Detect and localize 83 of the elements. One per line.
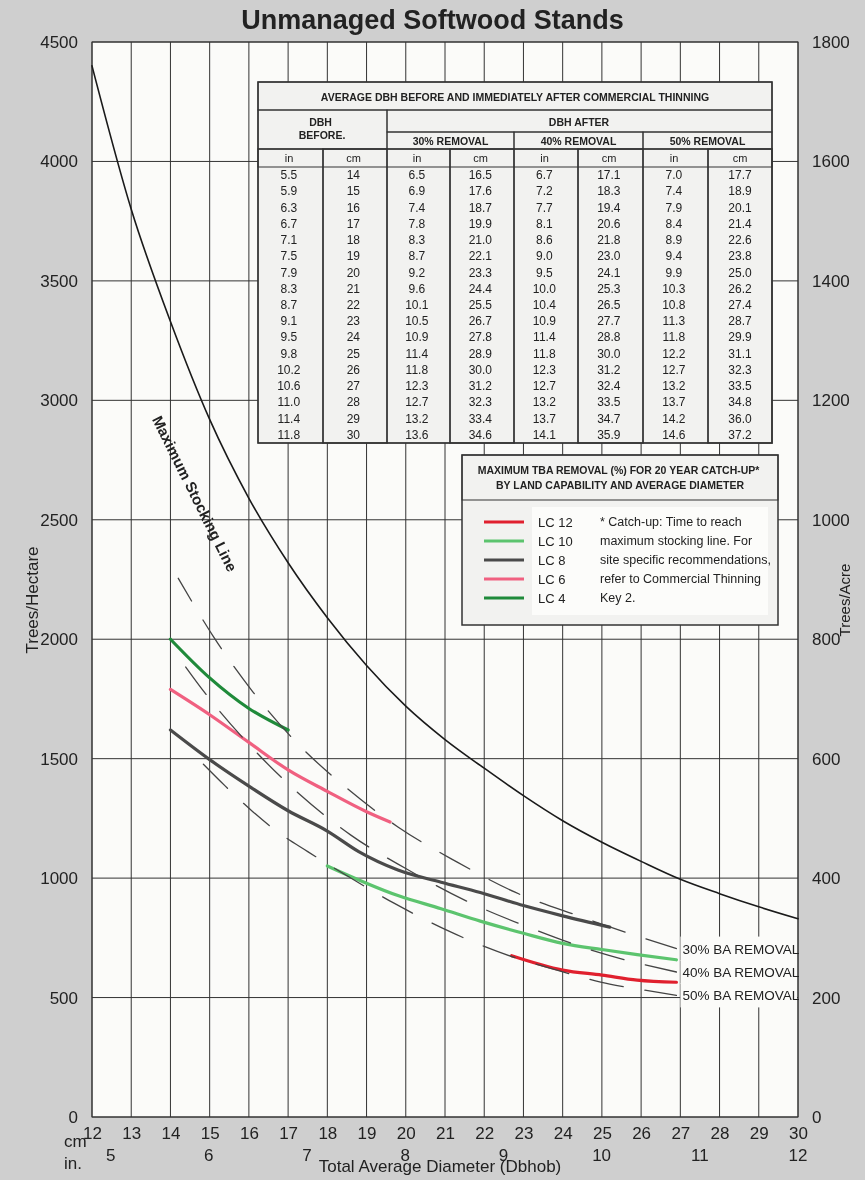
x-tick-label: 30 [789, 1124, 808, 1144]
y-tick-label: 500 [49, 988, 78, 1008]
x-tick-label: 22 [475, 1124, 495, 1144]
x-tick-label: 13 [122, 1124, 142, 1144]
y-tick-label: 3500 [40, 271, 78, 291]
x-tick-label: 18 [318, 1124, 338, 1144]
annotation: * Catch-up: Time to reach maximum stocking line. For site specific recommendations, refer to Commercial Thinning Key 2. [600, 515, 775, 605]
x-tick-label: 28 [710, 1124, 730, 1144]
line-series [510, 954, 679, 984]
y2-tick-label: 400 [812, 869, 841, 889]
annotation: 40% REMOVAL [540, 135, 617, 147]
y-tick-label: 3000 [40, 391, 78, 411]
annotation: 30% REMOVAL [412, 135, 489, 147]
text: 6.7 17 7.8 19.9 8.1 20.6 8.4 21.4 [280, 216, 752, 231]
x-tick-label: 20 [396, 1124, 416, 1144]
legend-label: LC 6 [538, 572, 566, 587]
x2-tick-label: 11 [690, 1146, 709, 1165]
x2-tick-label: 12 [788, 1146, 808, 1165]
x-tick-label: 23 [514, 1124, 534, 1144]
y2-tick-label: 1400 [812, 271, 850, 291]
y2-tick-label: 0 [812, 1107, 822, 1127]
text: in. [64, 1154, 82, 1173]
text: 10.2 26 11.8 30.0 12.3 31.2 12.7 32.3 [277, 362, 752, 377]
y-tick-label: 4000 [40, 152, 78, 172]
text: 8.7 22 10.1 25.5 10.4 26.5 10.8 27.4 [280, 298, 752, 312]
text: 9.1 23 10.5 26.7 10.9 27.7 11.3 28.7 [280, 314, 752, 329]
annotation: DBH AFTER [548, 116, 610, 128]
y2-tick-label: 200 [812, 988, 841, 1008]
x-tick-label: 21 [436, 1124, 455, 1144]
legend-title: MAXIMUM TBA REMOVAL (%) FOR 20 YEAR CATCH-UP* BY LAND CAPABILITY AND AVERAGE DIAMETER [477, 464, 763, 491]
x2-tick-label: 5 [105, 1146, 116, 1165]
legend-label: LC 12 [538, 515, 573, 530]
x-tick-label: 17 [279, 1124, 299, 1144]
y2-tick-label: 600 [812, 749, 841, 769]
y2-tick-label: 1800 [812, 32, 850, 52]
y2-tick-label: 800 [812, 630, 841, 650]
x2-tick-label: 7 [302, 1146, 312, 1165]
text: 9.5 24 10.9 27.8 11.4 28.8 11.8 29.9 [280, 330, 752, 345]
annotation: 50% REMOVAL [669, 135, 746, 147]
text: 9.8 25 11.4 28.9 11.8 30.0 12.2 31.1 [280, 346, 752, 361]
y-tick-label: 1500 [40, 749, 78, 769]
y-tick-label: 0 [68, 1107, 78, 1127]
text: 7.1 18 8.3 21.0 8.6 21.8 8.9 22.6 [280, 233, 752, 248]
text: 7.9 20 9.2 23.3 9.5 24.1 9.9 25.0 [280, 265, 752, 280]
x-tick-label: 24 [553, 1124, 573, 1144]
line-series [168, 637, 290, 732]
text: 5.5 14 6.5 16.5 6.7 17.1 7.0 17.7 [280, 168, 752, 183]
annotation: DBH BEFORE. [298, 116, 346, 141]
y2-tick-label: 1600 [812, 152, 850, 172]
text: 11.4 29 13.2 33.4 13.7 34.7 14.2 36.0 [277, 411, 752, 426]
y-axis-title: Trees/Hectare [23, 546, 42, 654]
line-series [325, 864, 679, 962]
x-tick-label: 26 [632, 1124, 652, 1144]
y-tick-label: 2500 [40, 510, 78, 530]
x-tick-label: 19 [357, 1124, 377, 1144]
x-tick-label: 15 [200, 1124, 220, 1144]
line-series [168, 687, 392, 824]
text: 6.3 16 7.4 18.7 7.7 19.4 7.9 20.1 [280, 200, 752, 215]
chart-title: Unmanaged Softwood Stands [241, 5, 624, 35]
text: 10.6 27 12.3 31.2 12.7 32.4 13.2 33.5 [277, 379, 752, 394]
y2-tick-label: 1000 [812, 510, 850, 530]
y-tick-label: 1000 [40, 869, 78, 889]
x-tick-label: 14 [161, 1124, 181, 1144]
text: 5.9 15 6.9 17.6 7.2 18.3 7.4 18.9 [280, 184, 752, 199]
x-tick-label: 16 [239, 1124, 259, 1144]
x-tick-label: 29 [749, 1124, 769, 1144]
x2-tick-label: 10 [592, 1146, 612, 1165]
y2-tick-label: 1200 [812, 391, 850, 411]
x2-tick-label: 6 [204, 1146, 214, 1165]
legend-label: LC 4 [538, 591, 566, 606]
text: 11.0 28 12.7 32.3 13.2 33.5 13.7 34.8 [277, 395, 752, 410]
y-tick-label: 4500 [40, 32, 78, 52]
x-tick-label: 27 [671, 1124, 691, 1144]
text: 8.3 21 9.6 24.4 10.0 25.3 10.3 26.2 [280, 281, 752, 296]
legend-label: LC 10 [538, 534, 573, 549]
annotation: AVERAGE DBH BEFORE AND IMMEDIATELY AFTER COMMERCIAL THINNING [320, 91, 710, 103]
text: 11.8 30 13.6 34.6 14.1 35.9 14.6 37.2 [277, 427, 752, 442]
x-tick-label: 25 [592, 1124, 612, 1144]
text: in cm in cm in cm in cm [284, 152, 748, 164]
legend-label: LC 8 [538, 553, 566, 568]
text: 7.5 19 8.7 22.1 9.0 23.0 9.4 23.8 [280, 249, 752, 264]
line-series [91, 65, 799, 920]
y-tick-label: 2000 [40, 630, 78, 650]
